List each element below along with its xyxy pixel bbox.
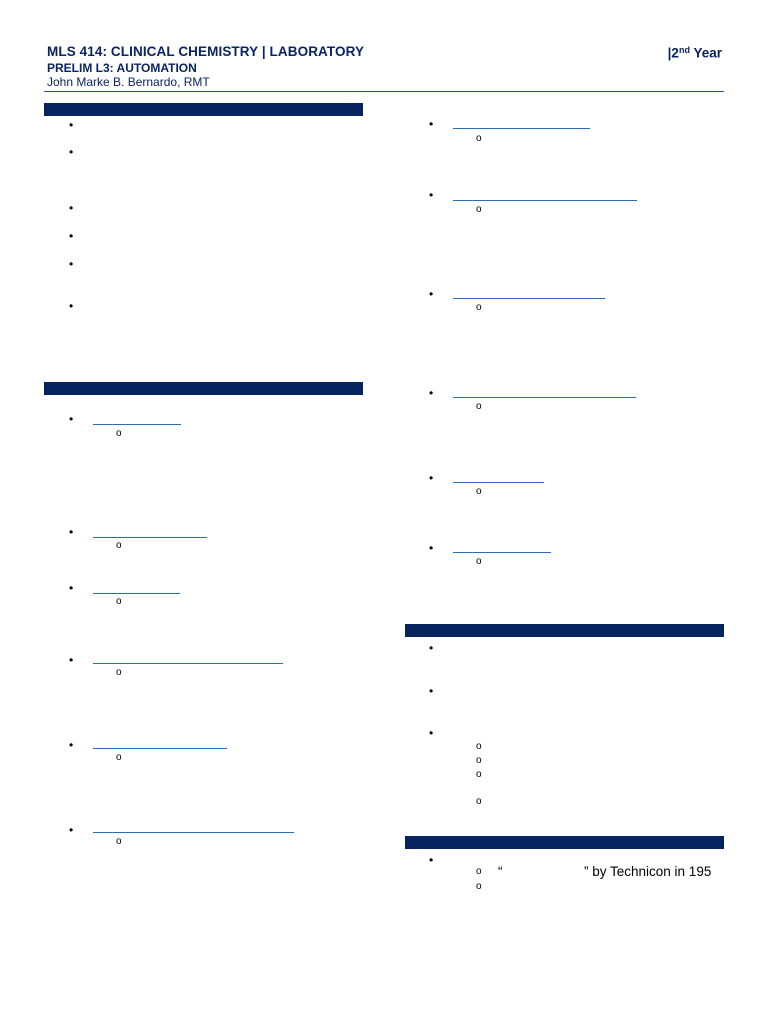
sub-bullet: o <box>476 401 482 412</box>
underlined-term <box>93 748 227 749</box>
underlined-term <box>453 397 636 398</box>
bullet: • <box>69 653 74 667</box>
sub-bullet: o <box>476 769 482 780</box>
sub-bullet: o <box>476 302 482 313</box>
opening-quote: “ <box>498 864 503 879</box>
underlined-term <box>93 593 180 594</box>
bullet: • <box>429 188 434 202</box>
sub-bullet: o <box>476 881 482 892</box>
sub-bullet: o <box>476 556 482 567</box>
author-name: John Marke B. Bernardo, RMT <box>47 75 210 89</box>
underlined-term <box>93 832 294 833</box>
bullet: • <box>69 257 74 271</box>
sub-bullet: o <box>476 796 482 807</box>
underlined-term <box>453 482 544 483</box>
sub-bullet: o <box>116 540 122 551</box>
sub-bullet: o <box>116 667 122 678</box>
underlined-term <box>93 424 181 425</box>
section-bar-2 <box>44 382 363 395</box>
document-title: MLS 414: CLINICAL CHEMISTRY | LABORATORY <box>47 44 365 59</box>
bullet: • <box>69 525 74 539</box>
sub-bullet: o <box>116 752 122 763</box>
header-rule <box>44 91 724 92</box>
sub-bullet: o <box>476 866 482 877</box>
bullet: • <box>429 541 434 555</box>
section-bar-1 <box>44 103 363 116</box>
year-prefix: |2 <box>667 45 679 61</box>
bullet: • <box>429 287 434 301</box>
bullet: • <box>429 117 434 131</box>
technicon-text: ” by Technicon in 195 <box>584 864 712 879</box>
bullet: • <box>69 823 74 837</box>
underlined-term <box>453 128 590 129</box>
year-label: |2nd Year <box>668 44 722 61</box>
section-bar-4 <box>405 836 724 849</box>
year-superscript: nd <box>678 45 690 55</box>
underlined-term <box>453 298 605 299</box>
bullet: • <box>429 471 434 485</box>
sub-bullet: o <box>116 596 122 607</box>
bullet: • <box>69 412 74 426</box>
bullet: • <box>69 201 74 215</box>
sub-bullet: o <box>476 133 482 144</box>
bullet: • <box>69 299 74 313</box>
sub-bullet: o <box>476 486 482 497</box>
sub-bullet: o <box>476 755 482 766</box>
bullet: • <box>69 738 74 752</box>
sub-bullet: o <box>476 741 482 752</box>
bullet: • <box>69 118 74 132</box>
year-suffix: Year <box>689 45 722 61</box>
sub-bullet: o <box>116 428 122 439</box>
lecture-subtitle: PRELIM L3: AUTOMATION <box>47 61 197 75</box>
bullet: • <box>69 581 74 595</box>
sub-bullet: o <box>116 836 122 847</box>
bullet: • <box>429 726 434 740</box>
section-bar-3 <box>405 624 724 637</box>
bullet: • <box>69 229 74 243</box>
underlined-term <box>453 552 551 553</box>
bullet: • <box>429 853 434 867</box>
bullet: • <box>429 684 434 698</box>
sub-bullet: o <box>476 204 482 215</box>
underlined-term <box>93 663 283 664</box>
bullet: • <box>69 145 74 159</box>
underlined-term <box>93 537 207 538</box>
underlined-term <box>453 200 637 201</box>
bullet: • <box>429 641 434 655</box>
bullet: • <box>429 386 434 400</box>
